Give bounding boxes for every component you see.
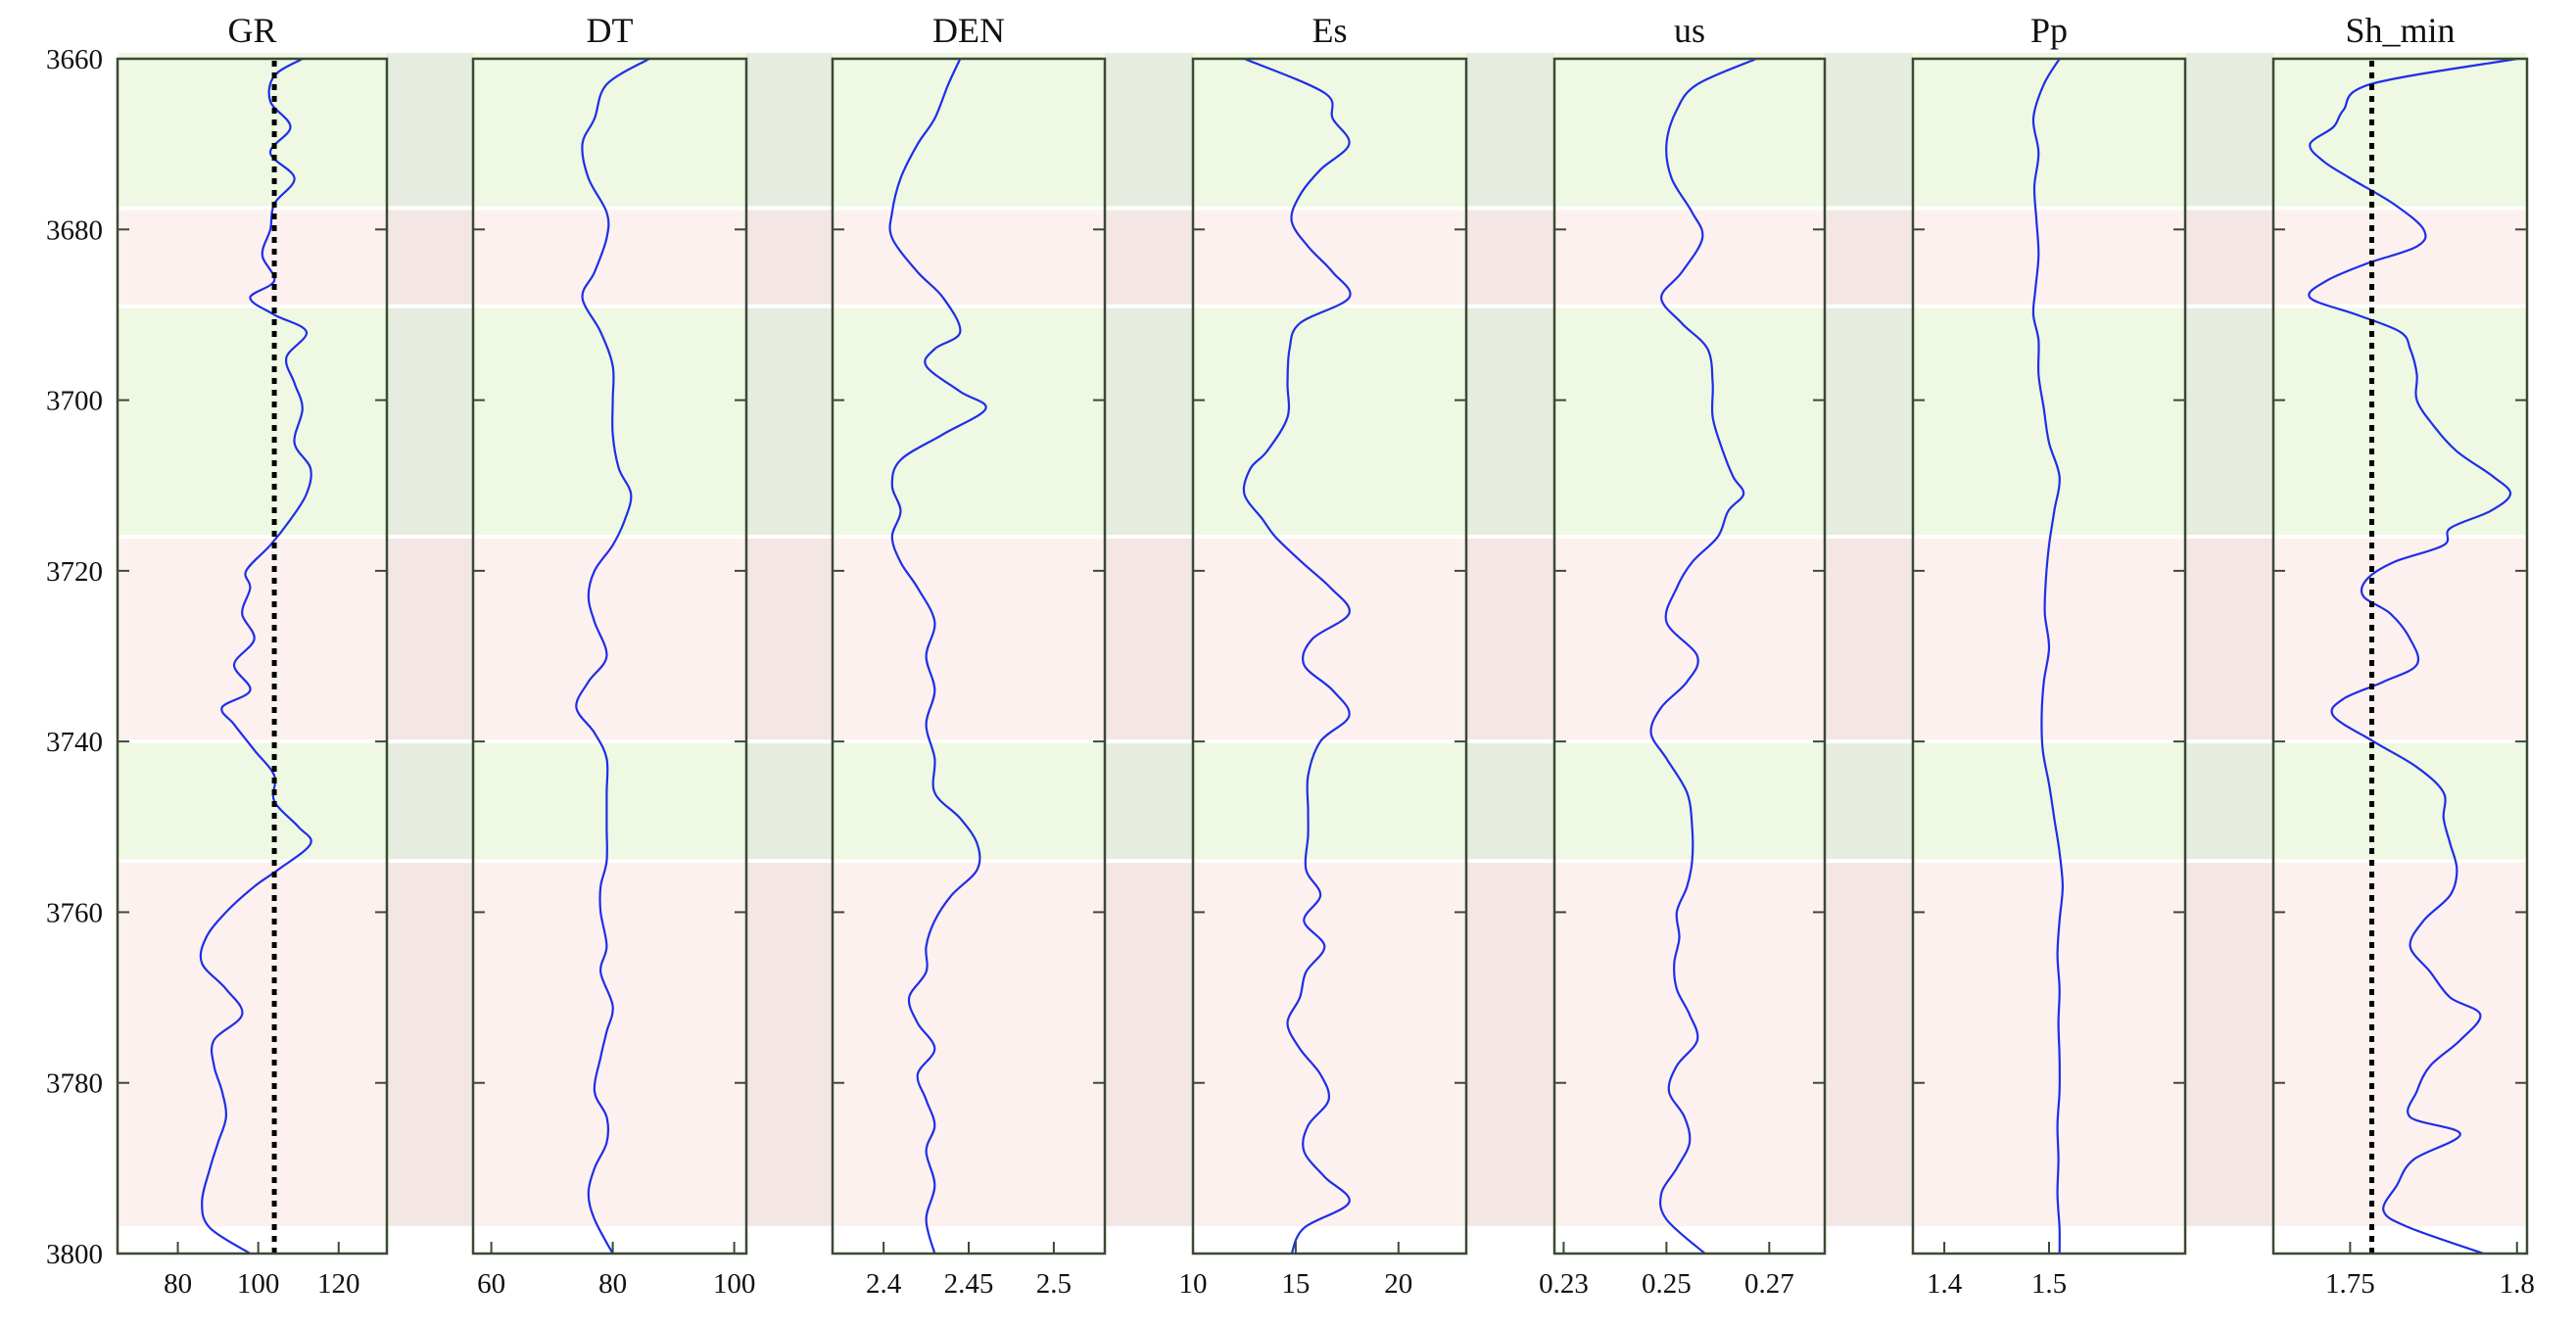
band-4-track-0	[118, 743, 387, 860]
track-frame-4	[1552, 57, 1827, 1256]
band-2-track-4	[1554, 308, 1825, 535]
band-0-track-4	[1554, 53, 1825, 207]
curve-den	[888, 59, 987, 1254]
band-1-track-0	[118, 210, 387, 305]
band-2-track-0	[118, 308, 387, 535]
track-pp: 1.4 1.5 Pp	[1911, 11, 2187, 1300]
x-tick-label-1-1: 80	[598, 1268, 627, 1300]
depth-axis: 3660 3680 3700 3720 3740 3760 3780 3800	[46, 44, 103, 1270]
x-tick-label-0-2: 120	[317, 1268, 360, 1300]
track-title-4: us	[1674, 11, 1705, 50]
band-5-track-3	[1193, 863, 1466, 1226]
track-title-3: Es	[1312, 11, 1348, 50]
x-tick-label-5-1: 1.5	[2031, 1268, 2067, 1300]
depth-label-7: 3800	[46, 1239, 103, 1270]
band-0-track-1	[473, 53, 746, 207]
track-frame-0	[116, 57, 389, 1256]
x-tick-label-6-0: 1.75	[2325, 1268, 2375, 1300]
band-1-track-1	[473, 210, 746, 305]
x-tick-label-4-0: 0.23	[1539, 1268, 1589, 1300]
band-2-track-5	[1913, 308, 2185, 535]
x-tick-label-1-2: 100	[713, 1268, 756, 1300]
band-2-track-3	[1193, 308, 1466, 535]
depth-label-2: 3700	[46, 386, 103, 417]
x-tick-label-0-0: 80	[164, 1268, 192, 1300]
track-den: 2.4 2.45 2.5 DEN	[831, 11, 1107, 1300]
band-0-track-2	[833, 53, 1105, 207]
band-3-track-3	[1193, 539, 1466, 740]
depth-label-5: 3760	[46, 897, 103, 928]
band-1-track-2	[833, 210, 1105, 305]
band-4-track-3	[1193, 743, 1466, 860]
track-title-6: Sh_min	[2345, 11, 2455, 50]
depth-label-6: 3780	[46, 1068, 103, 1100]
band-2-track-6	[2273, 308, 2527, 535]
track-title-0: GR	[227, 11, 276, 50]
curve-us	[1649, 59, 1757, 1254]
band-2-track-1	[473, 308, 746, 535]
track-frame-3	[1191, 57, 1468, 1256]
band-0-track-0	[118, 53, 387, 207]
band-4-track-5	[1913, 743, 2185, 860]
track-title-1: DT	[587, 11, 634, 50]
depth-label-3: 3720	[46, 556, 103, 588]
track-frame-1	[471, 57, 748, 1256]
log-tracks: 80 100 120 GR 60 80 100 DT 2.4 2.45 2.5 DEN 10 15 20 Es…	[116, 11, 2535, 1300]
band-5-track-5	[1913, 863, 2185, 1226]
band-1-track-3	[1193, 210, 1466, 305]
x-tick-label-2-2: 2.5	[1036, 1268, 1072, 1300]
track-gr: 80 100 120 GR	[116, 11, 389, 1300]
band-5-track-2	[833, 863, 1105, 1226]
band-1-track-5	[1913, 210, 2185, 305]
band-3-track-6	[2273, 539, 2527, 740]
x-tick-label-2-0: 2.4	[866, 1268, 902, 1300]
x-tick-label-4-2: 0.27	[1744, 1268, 1794, 1300]
band-4-track-2	[833, 743, 1105, 860]
facies-bands	[118, 53, 2527, 1226]
x-tick-label-3-0: 10	[1179, 1268, 1208, 1300]
band-4-track-6	[2273, 743, 2527, 860]
band-3-track-4	[1554, 539, 1825, 740]
track-dt: 60 80 100 DT	[471, 11, 756, 1300]
band-3-track-1	[473, 539, 746, 740]
curve-gr	[199, 59, 312, 1254]
depth-label-0: 3660	[46, 44, 103, 75]
curve-es	[1242, 59, 1352, 1254]
track-title-5: Pp	[2030, 11, 2068, 50]
band-5-track-6	[2273, 863, 2527, 1226]
band-0-track-6	[2273, 53, 2527, 207]
x-tick-label-2-1: 2.45	[944, 1268, 994, 1300]
track-title-2: DEN	[932, 11, 1005, 50]
band-5-track-1	[473, 863, 746, 1226]
depth-label-1: 3680	[46, 214, 103, 246]
curve-sh-min	[2308, 59, 2517, 1254]
band-3-track-2	[833, 539, 1105, 740]
band-0-track-5	[1913, 53, 2185, 207]
curve-dt	[575, 59, 650, 1254]
depth-label-4: 3740	[46, 727, 103, 758]
band-3-track-0	[118, 539, 387, 740]
x-tick-label-4-1: 0.25	[1642, 1268, 1692, 1300]
band-4-track-1	[473, 743, 746, 860]
x-tick-label-5-0: 1.4	[1927, 1268, 1963, 1300]
x-tick-label-3-2: 20	[1384, 1268, 1412, 1300]
track-es: 10 15 20 Es	[1179, 11, 1468, 1300]
band-1-track-4	[1554, 210, 1825, 305]
track-us: 0.23 0.25 0.27 us	[1539, 11, 1827, 1300]
band-5-track-4	[1554, 863, 1825, 1226]
x-tick-label-0-1: 100	[237, 1268, 280, 1300]
band-0-track-3	[1193, 53, 1466, 207]
band-5-track-0	[118, 863, 387, 1226]
x-tick-label-6-1: 1.8	[2500, 1268, 2535, 1300]
track-frame-6	[2271, 57, 2529, 1256]
curve-pp	[2031, 59, 2065, 1254]
x-tick-label-1-0: 60	[477, 1268, 505, 1300]
track-sh-min: 1.75 1.8 Sh_min	[2271, 11, 2535, 1300]
x-tick-label-3-1: 15	[1281, 1268, 1310, 1300]
